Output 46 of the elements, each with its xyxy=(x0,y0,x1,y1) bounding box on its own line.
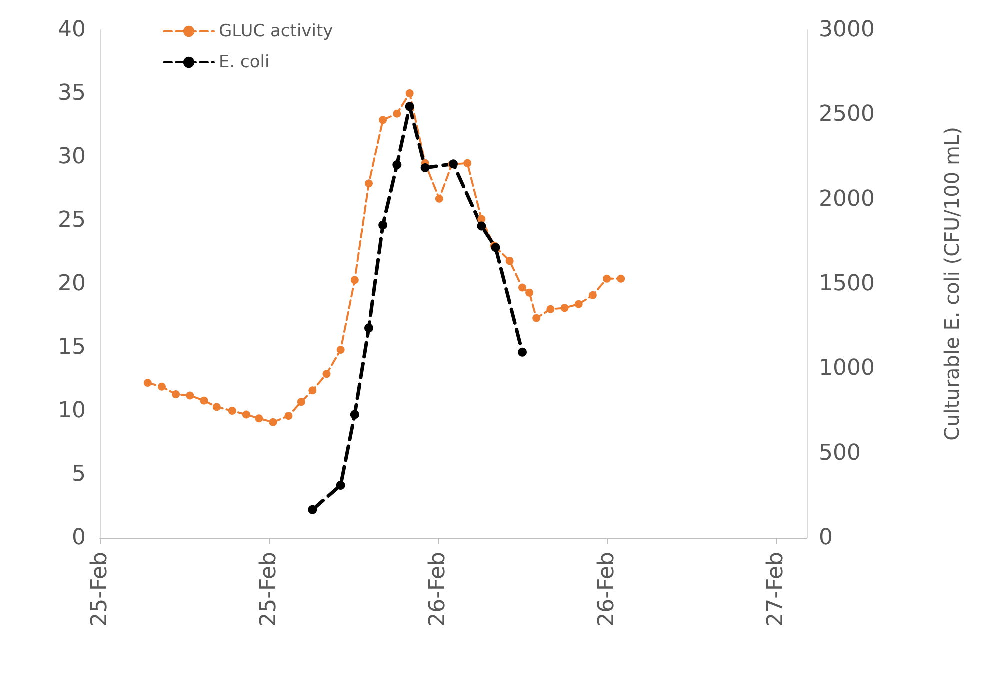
x-tick-label: 26-Feb xyxy=(426,552,451,627)
point xyxy=(393,110,402,118)
y2-tick-label: 2000 xyxy=(819,186,875,212)
point xyxy=(350,276,359,284)
point xyxy=(172,390,180,398)
y-tick-label: 15 xyxy=(58,335,86,360)
y2-tick-label: 3000 xyxy=(819,18,875,42)
point xyxy=(322,370,331,378)
point xyxy=(242,410,250,419)
y-tick-label: 40 xyxy=(58,18,86,42)
legend-label: GLUC activity xyxy=(219,22,334,42)
legend-label: E. coli xyxy=(219,52,270,72)
y2-tick-label: 1000 xyxy=(819,356,875,382)
y-tick-label: 35 xyxy=(58,81,86,106)
point xyxy=(158,382,166,391)
point xyxy=(406,90,414,98)
y-tick-label: 0 xyxy=(72,526,86,550)
y-tick-label: 30 xyxy=(58,144,86,170)
point xyxy=(308,386,317,395)
point xyxy=(297,398,306,406)
y2-tick-label: 500 xyxy=(819,440,861,466)
y2-tick-label: 1500 xyxy=(819,272,875,296)
y2-axis-title: Culturable E. coli (CFU/100 mL) xyxy=(940,127,964,441)
y2-tick-label: 0 xyxy=(819,526,833,550)
x-tick-label: 27-Feb xyxy=(764,552,789,627)
y-tick-label: 10 xyxy=(58,398,86,424)
point xyxy=(200,396,208,405)
point xyxy=(228,407,236,415)
y-tick-label: 5 xyxy=(72,462,86,487)
point xyxy=(255,414,264,423)
y2-tick-label: 2500 xyxy=(819,102,875,128)
point xyxy=(435,194,444,203)
point xyxy=(379,116,388,124)
point xyxy=(518,284,527,292)
point xyxy=(464,159,472,168)
point xyxy=(186,392,194,400)
point xyxy=(144,379,152,388)
y-tick-label: 25 xyxy=(58,208,86,233)
point xyxy=(269,418,278,426)
x-tick-label: 25-Feb xyxy=(256,552,282,627)
x-tick-label: 26-Feb xyxy=(594,552,620,627)
point xyxy=(336,346,345,354)
x-tick-label: 25-Feb xyxy=(88,552,112,627)
point xyxy=(365,180,373,188)
y-tick-label: 20 xyxy=(58,272,86,296)
point xyxy=(212,403,221,412)
